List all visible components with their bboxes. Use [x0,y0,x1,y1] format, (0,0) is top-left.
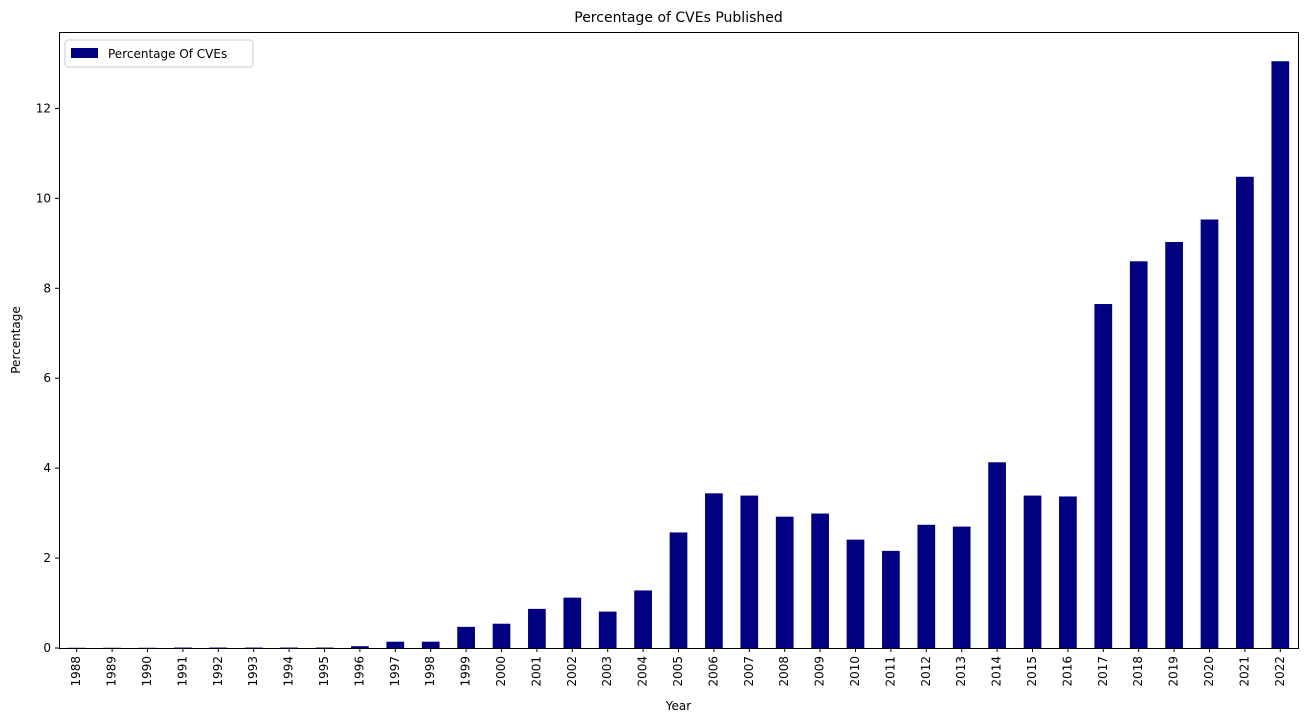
x-tick-label: 2015 [1025,656,1039,687]
bar-2015 [1023,495,1042,648]
x-tick-label: 2016 [1060,656,1074,687]
y-tick-label: 12 [36,101,51,115]
bar-2004 [634,590,652,648]
legend-swatch [71,48,98,58]
x-tick-label: 1996 [352,656,366,687]
x-tick-label: 1999 [459,656,473,687]
bar-2009 [811,513,829,648]
bar-2018 [1129,261,1148,648]
x-tick-label: 2000 [494,656,508,687]
x-tick-label: 1997 [388,656,402,687]
y-tick-label: 2 [43,551,51,565]
bar-1997 [386,641,405,648]
bar-2017 [1094,304,1113,648]
bar-2014 [988,462,1006,648]
x-tick-label: 2022 [1273,656,1287,687]
y-axis-title: Percentage [9,306,23,374]
x-tick-label: 2013 [954,656,968,687]
x-tick-label: 1998 [423,656,437,687]
bar-2020 [1200,219,1219,648]
bar-2007 [740,495,759,648]
x-tick-label: 2009 [813,656,827,687]
x-tick-label: 2020 [1202,656,1216,687]
x-tick-label: 2004 [636,656,650,687]
bar-1999 [457,626,475,648]
bar-2012 [917,524,936,648]
x-tick-label: 2008 [777,656,791,687]
x-tick-label: 2019 [1167,656,1181,687]
y-tick-label: 4 [43,461,51,475]
x-tick-label: 1991 [175,656,189,687]
legend-label: Percentage Of CVEs [108,47,227,61]
x-tick-label: 1995 [317,656,331,687]
x-tick-label: 2017 [1096,656,1110,687]
x-tick-label: 2011 [883,656,897,687]
x-tick-label: 1989 [105,656,119,687]
x-tick-label: 2021 [1237,656,1251,687]
bar-2003 [598,611,617,648]
x-tick-label: 1994 [282,656,296,687]
x-tick-label: 2006 [706,656,720,687]
x-axis-title: Year [665,699,691,713]
bar-2006 [705,493,723,648]
x-tick-label: 1992 [211,656,225,687]
y-axis-ticks: 0 2 4 6 8 10 12 [36,101,59,655]
chart-title: Percentage of CVEs Published [574,10,783,26]
x-tick-label: 1990 [140,656,154,687]
bar-1996 [351,646,369,648]
bar-2022 [1271,61,1290,649]
y-tick-label: 8 [43,281,51,295]
bar-2001 [528,608,546,648]
bar-2008 [775,516,794,648]
x-tick-label: 2003 [600,656,614,687]
x-tick-label: 2007 [742,656,756,687]
x-tick-label: 2012 [919,656,933,687]
x-axis-ticks: 1988 1989 1990 1991 1992 1993 1994 1995 1996 1997… [69,648,1287,687]
bar-2021 [1236,176,1254,649]
bar-2010 [846,539,865,648]
x-tick-label: 2010 [848,656,862,687]
x-tick-label: 2014 [990,656,1004,687]
y-tick-label: 10 [36,191,51,205]
bar-2019 [1165,241,1183,649]
bar-2000 [492,623,511,648]
x-tick-label: 1993 [246,656,260,687]
bar-2002 [563,597,582,648]
legend-box [64,39,254,68]
bar-2013 [952,526,971,648]
bar-2016 [1059,496,1077,648]
legend: Percentage Of CVEs [64,39,254,68]
y-tick-label: 6 [43,371,51,385]
x-tick-label: 2005 [671,656,685,687]
x-tick-label: 1988 [69,656,83,687]
x-tick-label: 2001 [529,656,543,687]
bar-2011 [882,550,900,648]
bars-group [67,61,1290,649]
plot-frame [59,32,1299,649]
bar-2005 [669,532,688,648]
y-tick-label: 0 [43,641,51,655]
x-tick-label: 2018 [1131,656,1145,687]
x-tick-label: 2002 [565,656,579,687]
bar-1998 [421,641,440,648]
